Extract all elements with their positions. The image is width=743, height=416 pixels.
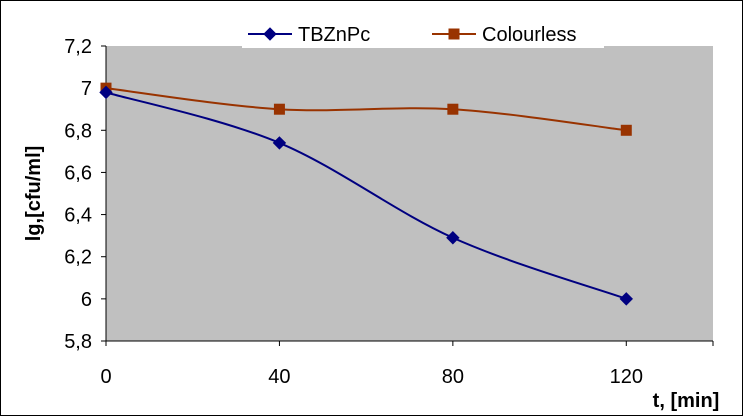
y-tick-label: 6 xyxy=(81,289,92,311)
x-tick-label: 120 xyxy=(610,366,643,388)
y-ticks: 5,8 6 6,2 6,4 6,6 6,8 7 7,2 xyxy=(64,36,106,353)
x-tick-label: 0 xyxy=(100,366,111,388)
data-point-diamond xyxy=(272,136,287,150)
y-tick-label: 6,4 xyxy=(64,205,92,227)
legend-item-colourless: Colourless xyxy=(432,24,576,46)
legend-marker xyxy=(448,28,460,40)
series-line xyxy=(105,91,627,300)
y-tick-label: 5,8 xyxy=(64,331,92,353)
legend: TBZnPc Colourless xyxy=(242,20,604,48)
series-line xyxy=(105,87,627,132)
y-tick-label: 6,6 xyxy=(64,162,92,184)
data-point-diamond xyxy=(99,85,113,100)
x-ticks: 0 40 80 120 xyxy=(100,341,714,388)
legend-box xyxy=(242,20,604,48)
y-tick-label: 6,8 xyxy=(64,120,92,142)
legend-marker xyxy=(263,27,277,41)
data-point-square xyxy=(273,103,285,115)
data-point-diamond xyxy=(446,231,460,245)
data-point-square xyxy=(447,103,459,115)
x-axis-title: t, [min] xyxy=(653,390,720,412)
y-tick-label: 7 xyxy=(81,78,92,100)
y-tick-label: 7,2 xyxy=(64,36,92,58)
data-point-diamond xyxy=(619,292,633,306)
series-tbznpc xyxy=(99,85,633,306)
series-layer xyxy=(99,82,633,306)
legend-item-tbznpc: TBZnPc xyxy=(248,24,370,46)
plot-area xyxy=(106,46,713,341)
x-tick-label: 40 xyxy=(268,366,290,388)
data-point-square xyxy=(620,124,632,136)
y-tick-label: 6,2 xyxy=(64,247,92,269)
x-tick-label: 80 xyxy=(442,366,464,388)
legend-label: TBZnPc xyxy=(298,24,370,46)
legend-label: Colourless xyxy=(482,24,576,46)
y-axis-title: lg,[cfu/ml] xyxy=(23,146,45,242)
